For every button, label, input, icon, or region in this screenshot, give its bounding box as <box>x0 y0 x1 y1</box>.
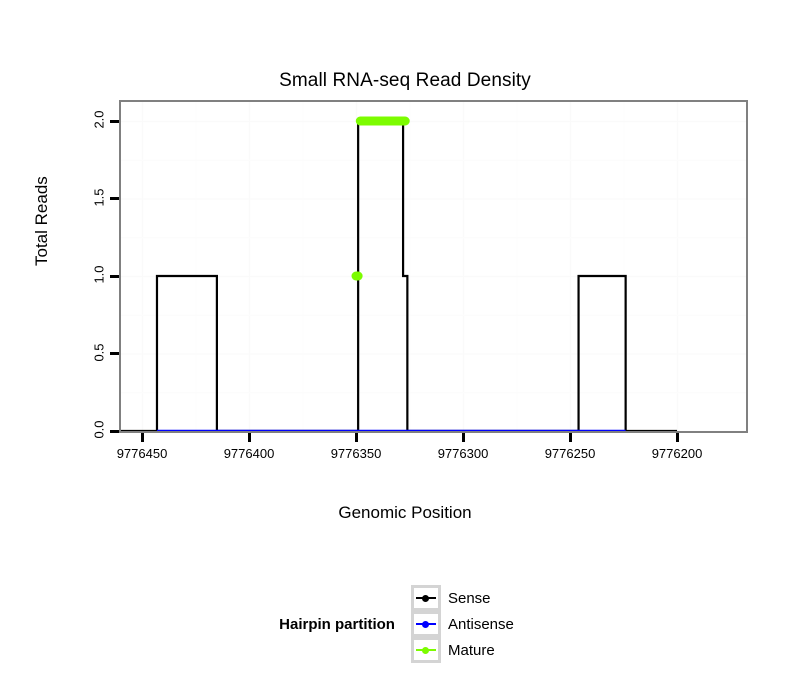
legend: Hairpin partition Sense Antisense Mature <box>0 585 810 663</box>
y-tick-label: 1.0 <box>91 265 107 284</box>
x-tick-label: 9776200 <box>651 446 703 461</box>
x-tick-label: 9776350 <box>330 446 382 461</box>
y-axis-label: Total Reads <box>32 176 51 266</box>
x-tick-mark <box>140 433 144 442</box>
x-tick-label: 9776300 <box>437 446 489 461</box>
legend-entries: Sense Antisense Mature <box>410 585 531 663</box>
x-tick-label: 9776250 <box>544 446 596 461</box>
legend-label: Mature <box>447 641 495 659</box>
legend-label: Antisense <box>447 615 514 633</box>
legend-key-antisense-icon <box>410 611 441 637</box>
y-tick-mark <box>110 197 119 200</box>
legend-key-dot <box>422 646 430 654</box>
y-tick-label: 2.0 <box>91 110 107 129</box>
plot-series-layer <box>121 102 746 431</box>
gridlines <box>121 102 746 431</box>
legend-title: Hairpin partition <box>279 615 395 633</box>
y-tick-mark <box>110 274 119 278</box>
legend-key-sense-icon <box>410 585 441 611</box>
series-line-sense <box>121 119 677 431</box>
legend-key-dot <box>422 594 430 602</box>
legend-entry-sense[interactable]: Sense <box>410 585 531 611</box>
legend-label: Sense <box>447 589 491 607</box>
legend-entry-mature[interactable]: Mature <box>410 637 531 663</box>
legend-entry-antisense[interactable]: Antisense <box>410 611 531 637</box>
y-tick-mark <box>110 429 119 433</box>
chart-title: Small RNA-seq Read Density <box>279 70 531 91</box>
legend-key-mature-icon <box>410 637 441 663</box>
x-tick-mark <box>675 433 679 442</box>
x-tick-mark <box>247 433 251 442</box>
y-tick-label: 0.0 <box>91 420 107 439</box>
legend-key-dot <box>422 620 430 628</box>
plot-panel <box>119 100 748 433</box>
y-tick-label: 1.5 <box>91 187 107 207</box>
x-tick-label: 9776450 <box>116 446 168 461</box>
y-tick-mark <box>110 352 119 355</box>
data-series <box>121 116 677 431</box>
y-tick-mark <box>110 119 119 123</box>
x-tick-mark <box>354 433 358 442</box>
x-tick-mark <box>568 433 572 442</box>
x-axis-label: Genomic Position <box>338 503 472 522</box>
y-tick-label: 0.5 <box>91 342 107 362</box>
x-tick-label: 9776400 <box>223 446 275 461</box>
x-tick-mark <box>461 433 465 442</box>
